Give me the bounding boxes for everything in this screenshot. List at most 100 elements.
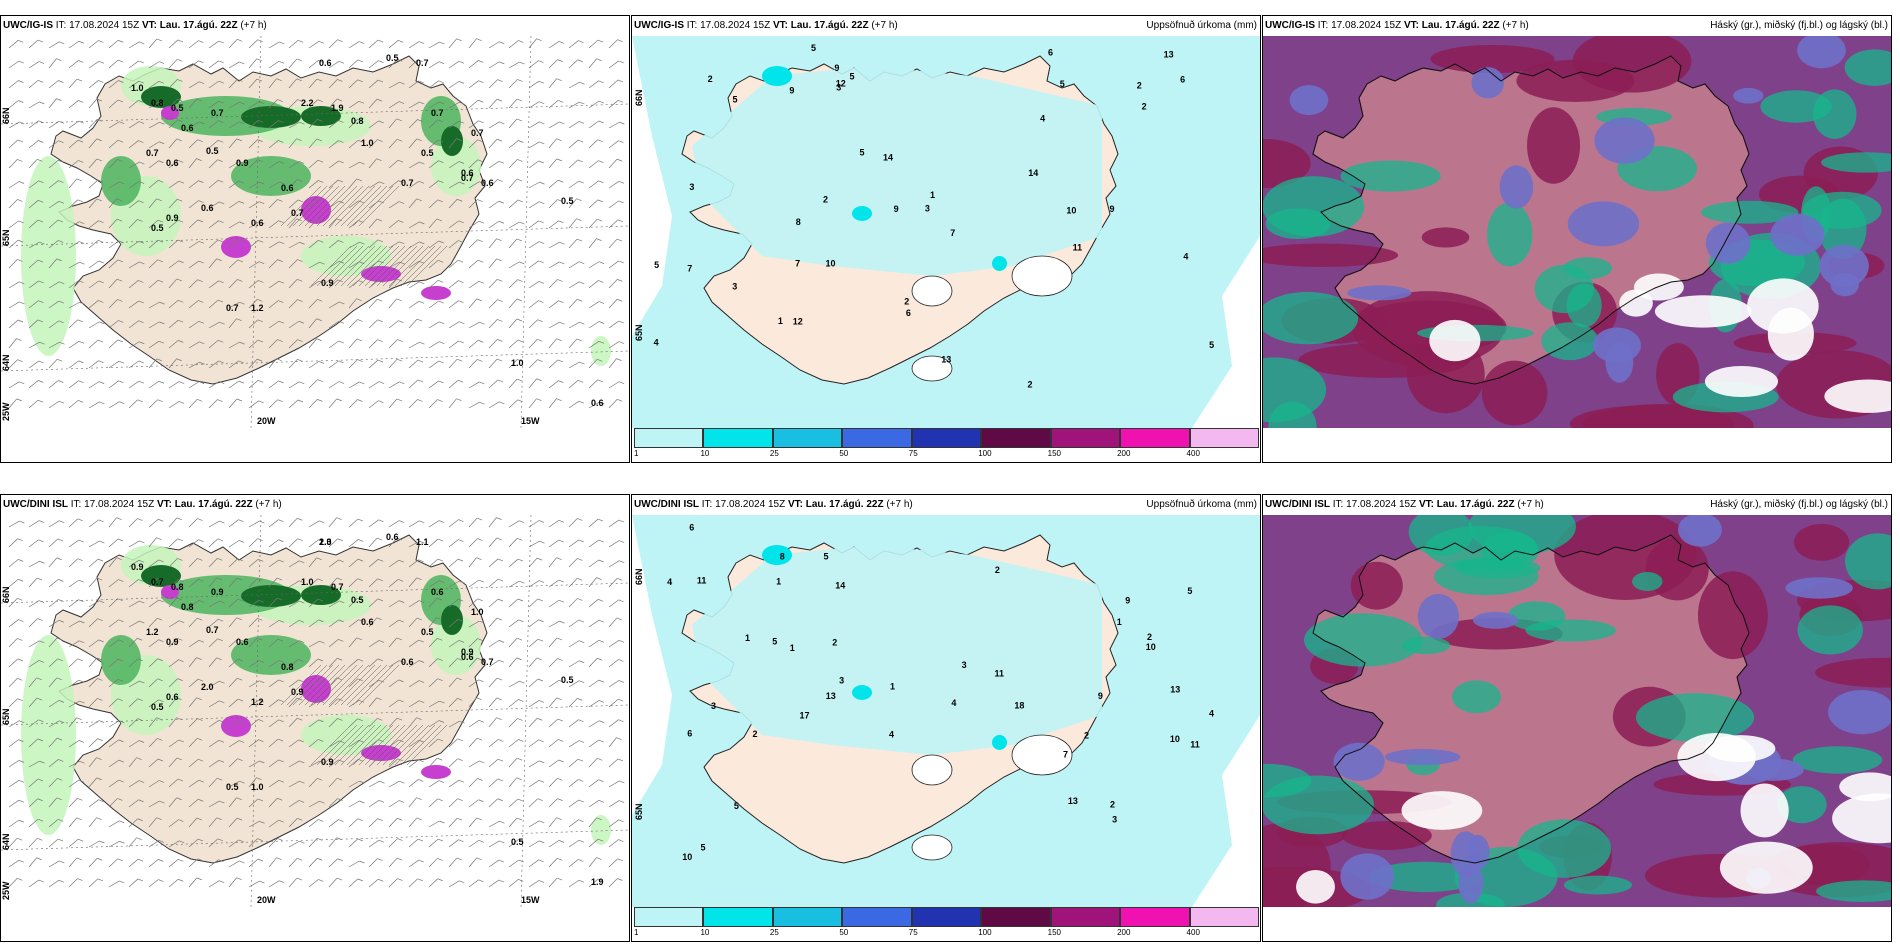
wind-barb [248, 739, 259, 748]
wind-barb-flag [477, 538, 483, 541]
wind-barb [148, 859, 159, 868]
wind-barb-flag [239, 161, 245, 164]
wind-barb-flag [198, 798, 204, 802]
wind-barb-flag [396, 298, 402, 302]
wind-barb [248, 680, 260, 688]
wind-barb [368, 578, 378, 588]
map-panel-cloud-dini[interactable]: UWC/DINI ISL IT: 17.08.2024 15Z VT: Lau.… [1262, 494, 1892, 942]
wind-barb [108, 139, 119, 149]
wind-barb-flag [79, 301, 85, 305]
precip-field-moderate [852, 685, 872, 700]
latitude-label: 65N [1, 708, 11, 725]
wind-barb-flag [77, 658, 83, 662]
wind-barb [48, 400, 60, 409]
map-area[interactable] [1263, 515, 1891, 907]
wind-barb [268, 880, 280, 888]
wind-barb [448, 619, 459, 628]
wind-barb-flag [458, 618, 464, 622]
wind-barb [448, 539, 459, 548]
wind-barb [608, 279, 618, 289]
precip-amount-label: 17 [799, 710, 809, 720]
map-area[interactable]: 66N 65N 64N 25W 20W 15W 0.6 0.5 0.7 1.0 0.8 0.5 0.7 2… [1, 36, 629, 428]
wind-barb-flag [98, 60, 105, 64]
wind-barb [548, 680, 560, 688]
wind-barb [588, 139, 598, 149]
wind-barb [68, 658, 78, 668]
wind-barb-flag [38, 380, 44, 383]
wind-barb-flag [499, 840, 505, 844]
wind-barb [508, 140, 519, 149]
mid-cloud-patch [1384, 748, 1461, 766]
longitude-label: 20W [257, 895, 276, 905]
wind-barb [168, 517, 178, 528]
wind-barb [188, 617, 198, 628]
graticule-meridian [250, 36, 262, 428]
colorbar-swatch [1120, 907, 1190, 927]
wind-barb-flag [259, 181, 265, 185]
wind-barb-flag [98, 300, 104, 303]
map-area[interactable] [1263, 36, 1891, 428]
wind-barb-flag [96, 138, 102, 142]
wind-barb [368, 319, 378, 329]
map-area[interactable]: 66N 65N 64N 25W 20W 15W 1.3 0.6 1.1 0.9 0.7 0.8 0.9 1… [1, 515, 629, 907]
wind-barb-flag [137, 878, 144, 882]
wind-barb [168, 39, 179, 49]
wind-barb-flag [118, 579, 124, 582]
wind-barb [228, 239, 238, 249]
wind-barb-flag [378, 260, 384, 264]
wind-barb [48, 819, 59, 828]
wind-barb-flag [539, 540, 545, 544]
wind-barb [548, 380, 559, 389]
wind-barb-flag [98, 80, 104, 83]
wind-barb-flag [477, 598, 483, 602]
wind-barb [488, 379, 499, 389]
wind-barb [348, 319, 358, 329]
wind-barb [8, 538, 18, 548]
wind-barb-flag [558, 380, 564, 383]
clear-sky-patch [1832, 793, 1891, 844]
wind-barb-flag [157, 399, 163, 403]
precip-value-label: 1.2 [146, 627, 159, 637]
wind-barb-flag [617, 398, 623, 402]
map-panel-precip-dini[interactable]: UWC/DINI ISL IT: 17.08.2024 15Z VT: Lau.… [631, 494, 1261, 942]
wind-barb-flag [479, 181, 485, 185]
wind-barb [268, 660, 280, 668]
wind-barb [148, 599, 160, 608]
map-panel-precip-igis[interactable]: UWC/IG-IS IT: 17.08.2024 15Z VT: Lau. 17… [631, 15, 1261, 463]
wind-barb [248, 201, 260, 209]
wind-barb [448, 580, 460, 588]
wind-barb [368, 39, 379, 49]
wind-barb-flag [59, 281, 65, 285]
wind-barb [568, 518, 578, 528]
wind-barb-flag [299, 640, 305, 643]
precip-value-label: 0.7 [226, 303, 239, 313]
wind-barb [388, 739, 399, 748]
wind-barb [488, 161, 500, 169]
map-panel-wind-dini[interactable]: UWC/DINI ISL IT: 17.08.2024 15Z VT: Lau.… [0, 494, 630, 942]
wind-barb [48, 80, 59, 89]
wind-barb [528, 281, 540, 289]
map-area[interactable]: 66N 65N 3 5 2 2 2 2 4 5 11 13 10 7 5 4 3 6 9 9 8 7 6 5 5 3 12 14 9 13… [632, 36, 1260, 428]
wind-barb [448, 120, 460, 129]
wind-barb [108, 557, 117, 568]
wind-barb [348, 161, 360, 169]
wind-barb [28, 677, 37, 688]
wind-barb-flag [597, 199, 603, 203]
wind-barb-flag [198, 260, 204, 264]
wind-barb-flag [378, 640, 385, 643]
map-panel-wind-igis[interactable]: UWC/IG-IS IT: 17.08.2024 15Z VT: Lau. 17… [0, 15, 630, 463]
wind-barb [468, 538, 478, 548]
wind-barb-flag [418, 639, 424, 643]
wind-barb [448, 817, 458, 828]
colorbar-swatch [1050, 907, 1121, 927]
map-area[interactable]: 66N 65N 5 5 4 3 3 18 13 10 5 6 4 7 11 9 17 13 5 8 5 2 11 13 10 9 1… [632, 515, 1260, 907]
wind-barb-flag [17, 658, 23, 662]
wind-barb [248, 798, 259, 808]
map-panel-cloud-igis[interactable]: UWC/IG-IS IT: 17.08.2024 15Z VT: Lau. 17… [1262, 15, 1892, 463]
wind-barb [308, 520, 320, 528]
wind-barb-flag [558, 840, 565, 843]
precip-amount-label: 7 [795, 258, 800, 268]
lead-time: (+7 h) [1517, 499, 1544, 510]
wind-barb-flag [217, 159, 223, 163]
wind-barb [228, 677, 238, 688]
